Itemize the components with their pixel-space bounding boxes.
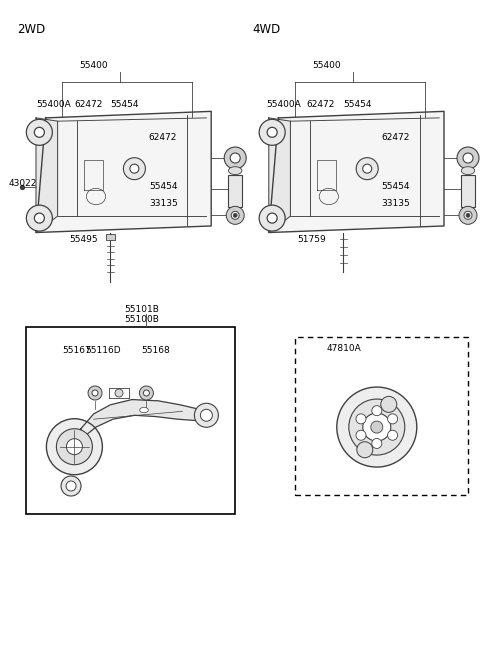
Circle shape bbox=[372, 405, 382, 416]
Circle shape bbox=[363, 413, 391, 441]
Circle shape bbox=[387, 414, 397, 424]
Text: 55400: 55400 bbox=[312, 61, 341, 70]
Circle shape bbox=[66, 439, 83, 455]
Text: 4WD: 4WD bbox=[252, 23, 280, 36]
Circle shape bbox=[356, 430, 366, 440]
Text: 55454: 55454 bbox=[110, 100, 139, 109]
Circle shape bbox=[194, 403, 218, 427]
Text: 55168: 55168 bbox=[142, 346, 170, 355]
Circle shape bbox=[144, 390, 149, 396]
Bar bbox=[26, 328, 235, 514]
Text: 43022: 43022 bbox=[9, 179, 37, 188]
Circle shape bbox=[466, 214, 470, 217]
Circle shape bbox=[259, 119, 285, 145]
Text: 55454: 55454 bbox=[149, 182, 177, 191]
Circle shape bbox=[139, 386, 154, 400]
Circle shape bbox=[66, 481, 76, 491]
Text: 55454: 55454 bbox=[343, 100, 372, 109]
Circle shape bbox=[57, 429, 92, 464]
Text: 2WD: 2WD bbox=[17, 23, 45, 36]
Text: 55454: 55454 bbox=[382, 182, 410, 191]
Circle shape bbox=[88, 386, 102, 400]
Circle shape bbox=[356, 158, 378, 179]
Ellipse shape bbox=[461, 166, 475, 175]
Circle shape bbox=[337, 387, 417, 467]
Circle shape bbox=[35, 213, 44, 223]
Circle shape bbox=[226, 206, 244, 224]
Circle shape bbox=[259, 205, 285, 231]
Text: 55400: 55400 bbox=[79, 61, 108, 70]
Text: 55400A: 55400A bbox=[266, 100, 301, 109]
Circle shape bbox=[224, 147, 246, 169]
Circle shape bbox=[26, 119, 52, 145]
Ellipse shape bbox=[228, 166, 242, 175]
Text: 55167: 55167 bbox=[62, 346, 91, 355]
Circle shape bbox=[372, 438, 382, 449]
Text: 62472: 62472 bbox=[149, 133, 177, 142]
Text: 55495: 55495 bbox=[70, 234, 98, 244]
Circle shape bbox=[233, 214, 237, 217]
Circle shape bbox=[201, 409, 212, 421]
Circle shape bbox=[231, 212, 239, 219]
Circle shape bbox=[457, 147, 479, 169]
Circle shape bbox=[464, 212, 472, 219]
Polygon shape bbox=[269, 118, 290, 233]
Circle shape bbox=[371, 421, 383, 433]
Bar bbox=[295, 337, 468, 495]
Bar bbox=[106, 234, 115, 240]
Text: 51759: 51759 bbox=[298, 234, 326, 244]
Circle shape bbox=[363, 164, 372, 173]
Circle shape bbox=[349, 399, 405, 455]
Polygon shape bbox=[36, 111, 211, 233]
Text: 55100B: 55100B bbox=[124, 315, 159, 324]
Text: 55116D: 55116D bbox=[85, 346, 121, 355]
Circle shape bbox=[92, 390, 98, 396]
Bar bbox=[228, 175, 242, 207]
Circle shape bbox=[381, 396, 397, 413]
Polygon shape bbox=[81, 400, 206, 436]
Polygon shape bbox=[36, 118, 58, 233]
Circle shape bbox=[459, 206, 477, 224]
Bar bbox=[461, 175, 475, 207]
Text: 62472: 62472 bbox=[74, 100, 103, 109]
Text: 33135: 33135 bbox=[149, 198, 178, 208]
Ellipse shape bbox=[140, 407, 148, 413]
Circle shape bbox=[47, 419, 102, 475]
Circle shape bbox=[267, 213, 277, 223]
Circle shape bbox=[26, 205, 52, 231]
Circle shape bbox=[61, 476, 81, 496]
Circle shape bbox=[356, 414, 366, 424]
Circle shape bbox=[130, 164, 139, 173]
Circle shape bbox=[230, 153, 240, 163]
Point bbox=[18, 181, 25, 192]
Text: 62472: 62472 bbox=[382, 133, 410, 142]
Text: 55400A: 55400A bbox=[36, 100, 71, 109]
Text: 33135: 33135 bbox=[382, 198, 410, 208]
Text: 47810A: 47810A bbox=[326, 344, 361, 353]
Circle shape bbox=[35, 127, 44, 138]
Circle shape bbox=[357, 441, 373, 458]
Text: 62472: 62472 bbox=[306, 100, 335, 109]
Polygon shape bbox=[269, 111, 444, 233]
Circle shape bbox=[387, 430, 397, 440]
Circle shape bbox=[267, 127, 277, 138]
Text: 55101B: 55101B bbox=[124, 305, 159, 314]
Circle shape bbox=[463, 153, 473, 163]
Circle shape bbox=[115, 389, 123, 397]
Circle shape bbox=[123, 158, 145, 179]
